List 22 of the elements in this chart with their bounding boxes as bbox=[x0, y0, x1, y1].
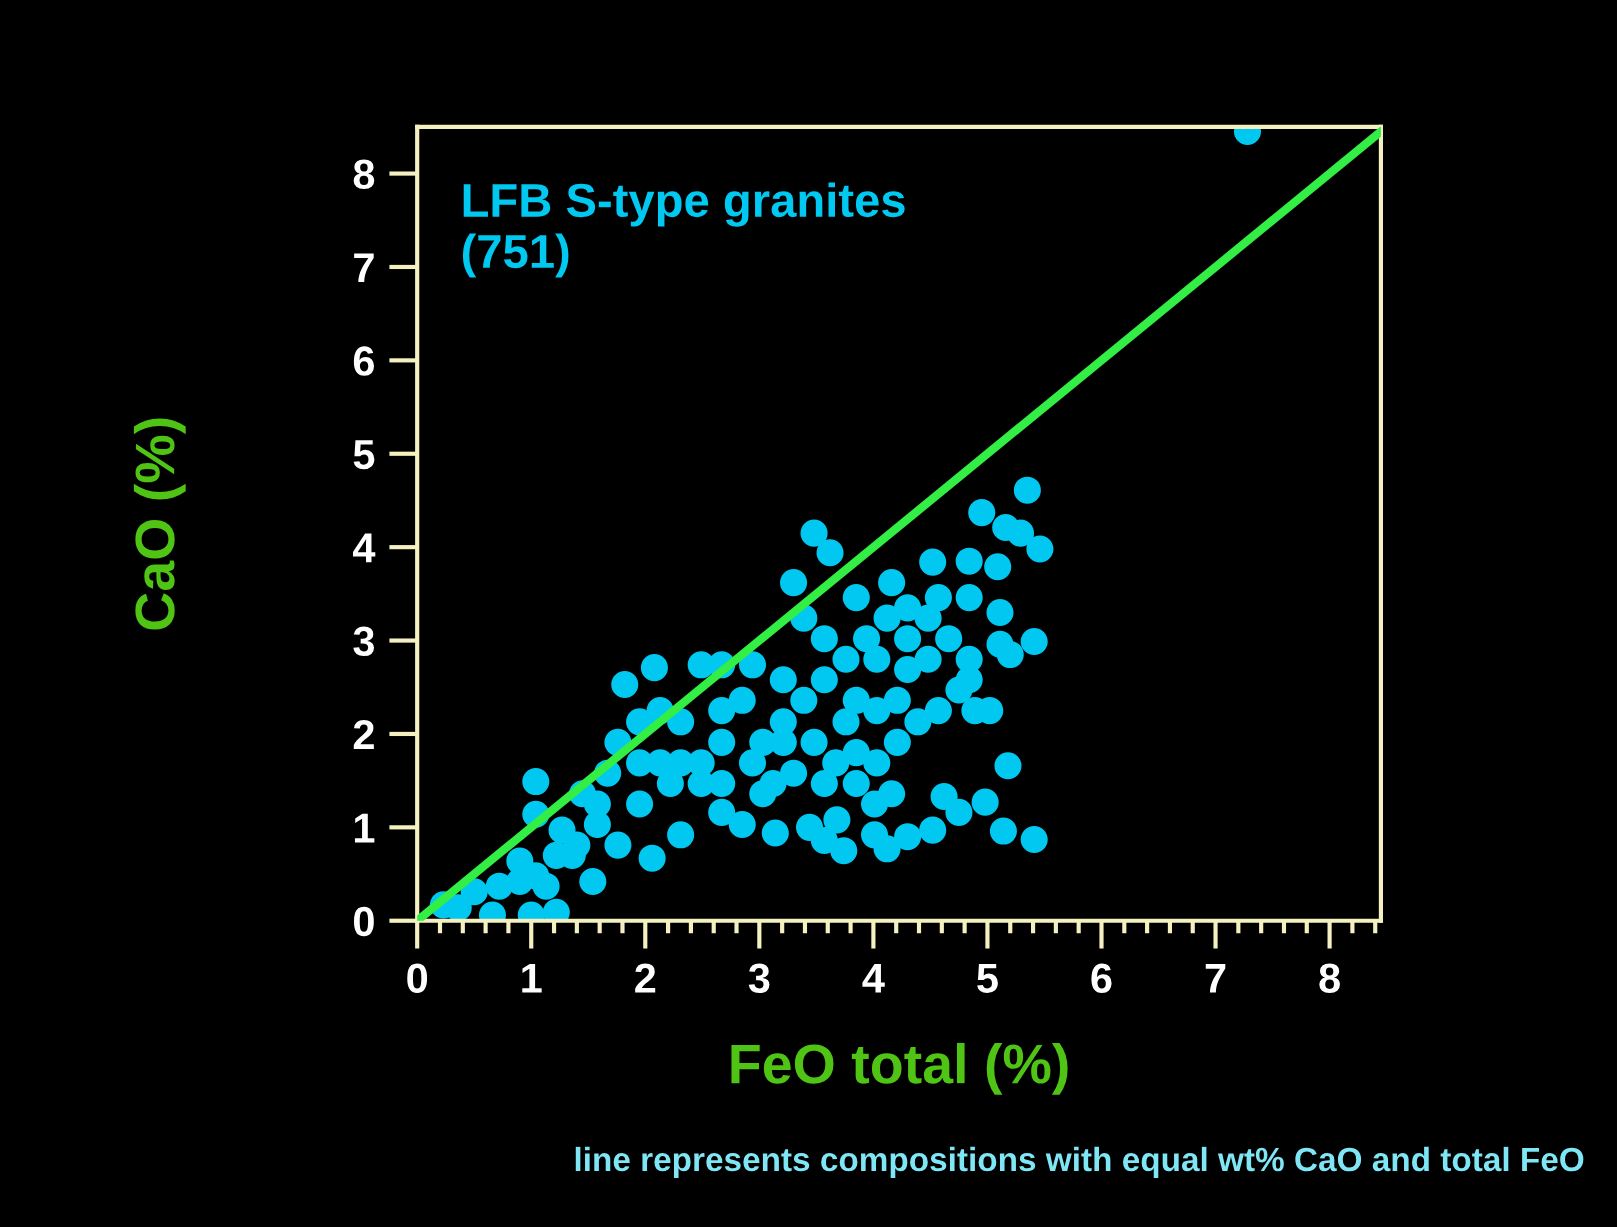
x-tick-label: 4 bbox=[862, 963, 885, 993]
y-tick-label: 3 bbox=[353, 626, 375, 657]
y-tick-label: 4 bbox=[352, 533, 376, 563]
x-axis-title: FeO total (%) bbox=[731, 1042, 1068, 1095]
x-tick-label: 8 bbox=[1319, 963, 1340, 994]
y-tick-label: 2 bbox=[353, 719, 374, 750]
x-tick-label: 6 bbox=[1091, 963, 1112, 994]
x-tick-label: 7 bbox=[1205, 963, 1226, 993]
text: LFB S-type granites (751) bbox=[462, 182, 905, 278]
y-tick-label: 8 bbox=[353, 159, 375, 190]
x-tick-label: 2 bbox=[635, 963, 656, 993]
x-tick-label: 5 bbox=[977, 963, 998, 994]
y-axis-title: CaO (%) bbox=[133, 418, 186, 630]
text: line represents compositions with equal wt% CaO and total FeO bbox=[575, 1146, 1584, 1178]
y-tick-label: 6 bbox=[353, 346, 375, 376]
x-tick-label: 0 bbox=[407, 963, 428, 994]
y-tick-label: 5 bbox=[353, 440, 375, 470]
y-tick-label: 1 bbox=[354, 813, 375, 843]
x-tick-label: 3 bbox=[748, 963, 770, 994]
y-tick-label: 7 bbox=[354, 253, 374, 283]
x-tick-label: 1 bbox=[522, 963, 542, 993]
y-tick-label: 0 bbox=[354, 906, 374, 937]
